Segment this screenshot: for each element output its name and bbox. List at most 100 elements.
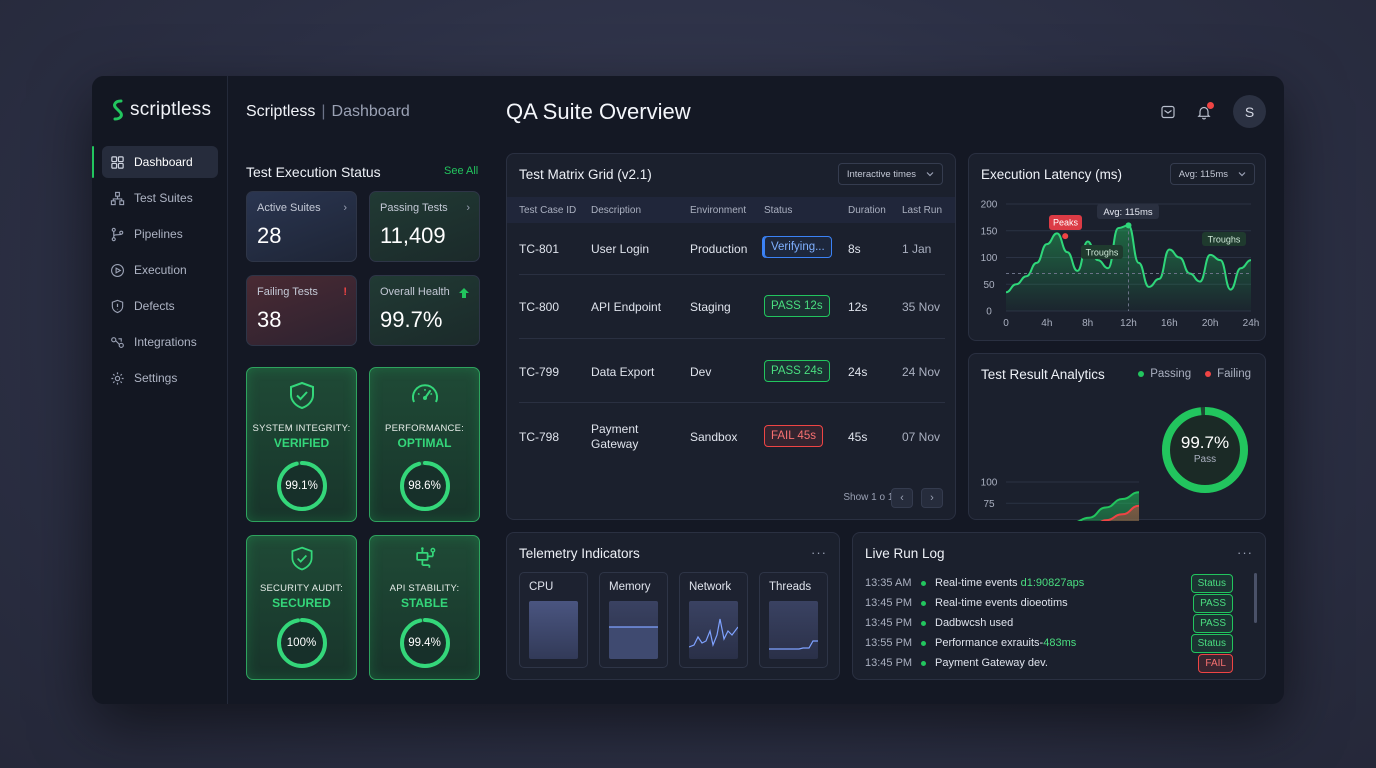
next-page-button[interactable]: ›: [921, 488, 943, 508]
cell-duration: 24s: [848, 365, 868, 379]
status-badge: PASS 12s: [764, 295, 830, 317]
sidebar-item-settings[interactable]: Settings: [102, 362, 218, 394]
telemetry-card-network[interactable]: Network: [679, 572, 748, 668]
chevron-right-icon: ›: [466, 202, 470, 214]
legend-failing: Failing: [1205, 368, 1251, 380]
more-menu-button[interactable]: ···: [811, 545, 827, 560]
column-header[interactable]: Status: [764, 205, 793, 216]
more-menu-button[interactable]: ···: [1237, 545, 1253, 560]
kpi-card-api-stability[interactable]: API STABILITY: STABLE 99.4%: [369, 535, 480, 680]
alert-icon: !: [343, 286, 347, 298]
logo-text: scriptless: [130, 99, 212, 120]
sidebar-item-integrations[interactable]: Integrations: [102, 326, 218, 358]
table-row[interactable]: TC-801 User Login Production Verifying..…: [519, 223, 945, 275]
header-actions: S: [1157, 95, 1266, 128]
y-tick-label: 75: [983, 499, 995, 510]
cell-duration: 8s: [848, 242, 861, 256]
hierarchy-icon: [110, 191, 125, 205]
speedometer-icon: [411, 384, 438, 403]
telemetry-card-threads[interactable]: Threads: [759, 572, 828, 668]
test-matrix-panel: Test Matrix Grid (v2.1) Interactive time…: [506, 153, 956, 520]
matrix-time-dropdown[interactable]: Interactive times: [837, 163, 943, 185]
log-badge: Status: [1190, 634, 1233, 653]
pagination-text: Show 1 o 18: [843, 492, 899, 503]
log-row[interactable]: 13:55 PM Performance exrauits-483ms Stat…: [865, 634, 1247, 653]
cell-id: TC-800: [519, 300, 560, 314]
log-message-text: Real-time events: [935, 577, 1021, 589]
log-time: 13:35 AM: [865, 577, 912, 589]
kpi-card-performance[interactable]: PERFORMANCE: OPTIMAL 98.6%: [369, 367, 480, 522]
failing-area: [1102, 505, 1139, 521]
sidebar-nav: Dashboard Test Suites Pipelines Executio…: [92, 146, 218, 398]
latency-avg-dropdown[interactable]: Avg: 115ms: [1169, 163, 1255, 185]
column-header[interactable]: Test Case ID: [519, 205, 577, 216]
x-tick-label: 4h: [1041, 318, 1052, 329]
panel-title: Test Matrix Grid (v2.1): [519, 167, 652, 182]
stat-value: 99.7%: [380, 307, 443, 332]
sidebar-item-label: Integrations: [134, 335, 197, 349]
branch-icon: [111, 227, 124, 241]
log-message-text: Payment Gateway dev.: [935, 657, 1048, 669]
log-status-dot: [921, 641, 926, 646]
column-header[interactable]: Duration: [848, 205, 886, 216]
table-row[interactable]: TC-800 API Endpoint Staging PASS 12s 12s…: [519, 275, 945, 339]
y-tick-label: 150: [981, 226, 998, 237]
table-row[interactable]: TC-799 Data Export Dev PASS 24s 24s 24 N…: [519, 339, 945, 403]
inbox-button[interactable]: [1157, 101, 1179, 123]
log-row[interactable]: 13:45 PM Payment Gateway dev. FAIL: [865, 654, 1247, 673]
telemetry-graph: [529, 601, 578, 659]
logo-mark-icon: [113, 99, 123, 121]
passing-line: [1077, 491, 1140, 521]
see-all-link[interactable]: See All: [444, 165, 479, 177]
cell-id: TC-799: [519, 365, 560, 379]
sidebar-item-test-suites[interactable]: Test Suites: [102, 182, 218, 214]
stat-card-passing-tests[interactable]: Passing Tests 11,409 ›: [369, 191, 480, 262]
shield-icon: [111, 299, 124, 313]
stat-card-failing-tests[interactable]: Failing Tests 38 !: [246, 275, 357, 346]
kpi-status: OPTIMAL: [397, 436, 452, 450]
log-status-dot: [921, 621, 926, 626]
log-badge: FAIL: [1198, 654, 1233, 673]
log-row[interactable]: 13:35 AM Real-time events d1:90827aps St…: [865, 574, 1247, 593]
log-status-dot: [921, 661, 926, 666]
arrow-up-icon: [459, 288, 469, 298]
sidebar-item-pipelines[interactable]: Pipelines: [102, 218, 218, 250]
log-scrollbar[interactable]: [1254, 573, 1257, 623]
x-tick-label: 16h: [1161, 318, 1178, 329]
stat-card-overall-health[interactable]: Overall Health 99.7%: [369, 275, 480, 346]
pass-donut: 99.7% Pass: [1159, 404, 1251, 496]
annotation-troughs: Troughs: [1086, 248, 1119, 258]
column-header[interactable]: Environment: [690, 205, 747, 216]
y-tick-label: 200: [981, 200, 998, 211]
peak-point: [1125, 222, 1132, 229]
stat-card-active-suites[interactable]: Active Suites 28 ›: [246, 191, 357, 262]
kpi-card-security-audit[interactable]: SECURITY AUDIT: SECURED 100%: [246, 535, 357, 680]
log-badge: Status: [1190, 574, 1233, 593]
telemetry-card-memory[interactable]: Memory: [599, 572, 668, 668]
cell-last-run: 1 Jan: [902, 242, 932, 256]
column-header[interactable]: Description: [591, 205, 642, 216]
notifications-button[interactable]: [1193, 101, 1215, 123]
stat-value: 38: [257, 307, 282, 332]
cell-id: TC-798: [519, 430, 560, 444]
sidebar-item-execution[interactable]: Execution: [102, 254, 218, 286]
sidebar-item-defects[interactable]: Defects: [102, 290, 218, 322]
avatar[interactable]: S: [1233, 95, 1266, 128]
donut-label: Pass: [1193, 454, 1217, 465]
column-header[interactable]: Last Run: [902, 205, 943, 216]
log-time: 13:55 PM: [865, 637, 913, 649]
sidebar-item-dashboard[interactable]: Dashboard: [92, 146, 218, 178]
annotation-peaks: Peaks: [1053, 218, 1079, 228]
failing-line: [1100, 504, 1140, 521]
log-message-text: Performance exrauits-: [935, 637, 1044, 649]
telemetry-card-cpu[interactable]: CPU: [519, 572, 588, 668]
log-row[interactable]: 13:45 PM Real-time events dioeotims PASS: [865, 594, 1247, 613]
log-row[interactable]: 13:45 PM Dadbwcsh used PASS: [865, 614, 1247, 633]
table-row[interactable]: TC-798 Payment Gateway Sandbox FAIL 45s …: [519, 403, 945, 471]
telemetry-label: CPU: [529, 581, 554, 593]
log-message-text: Real-time events dioeotims: [935, 597, 1068, 609]
prev-page-button[interactable]: ‹: [891, 488, 913, 508]
kpi-card-system-integrity[interactable]: SYSTEM INTEGRITY: VERIFIED 99.1%: [246, 367, 357, 522]
breadcrumb-app[interactable]: Scriptless: [246, 103, 316, 120]
gear-icon: [111, 371, 124, 385]
